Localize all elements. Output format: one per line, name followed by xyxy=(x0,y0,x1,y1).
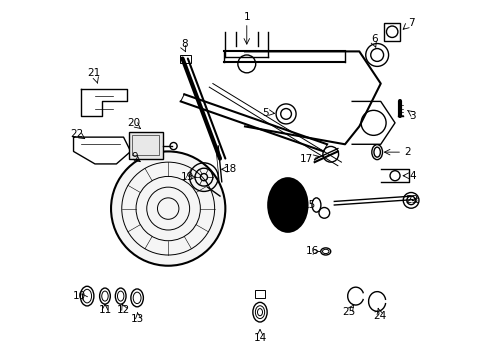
Bar xyxy=(255,290,265,298)
Text: 5: 5 xyxy=(263,108,269,118)
Text: 21: 21 xyxy=(88,68,101,78)
Bar xyxy=(180,55,191,63)
Text: 10: 10 xyxy=(73,291,85,301)
Text: 25: 25 xyxy=(342,307,355,317)
Text: 13: 13 xyxy=(131,314,145,324)
Text: 20: 20 xyxy=(128,118,141,128)
Text: 7: 7 xyxy=(408,18,415,28)
Text: 6: 6 xyxy=(371,34,378,44)
Bar xyxy=(132,135,159,155)
Text: 22: 22 xyxy=(71,129,84,139)
Text: 19: 19 xyxy=(181,172,195,182)
Bar xyxy=(384,23,400,41)
Text: 2: 2 xyxy=(404,147,411,157)
Text: 15: 15 xyxy=(303,200,316,210)
Text: 17: 17 xyxy=(300,154,313,163)
Text: 24: 24 xyxy=(373,311,387,321)
Text: 16: 16 xyxy=(306,247,319,256)
Text: 12: 12 xyxy=(117,305,130,315)
Text: 14: 14 xyxy=(253,333,267,343)
Circle shape xyxy=(111,152,225,266)
Text: 3: 3 xyxy=(410,111,416,121)
Text: 9: 9 xyxy=(131,152,138,162)
Ellipse shape xyxy=(268,178,308,232)
Text: 1: 1 xyxy=(244,13,250,22)
Text: 23: 23 xyxy=(405,195,418,205)
Bar xyxy=(129,132,163,158)
Text: 18: 18 xyxy=(224,164,237,174)
Text: 4: 4 xyxy=(410,171,416,181)
Text: 11: 11 xyxy=(98,305,112,315)
Text: 8: 8 xyxy=(181,39,188,49)
